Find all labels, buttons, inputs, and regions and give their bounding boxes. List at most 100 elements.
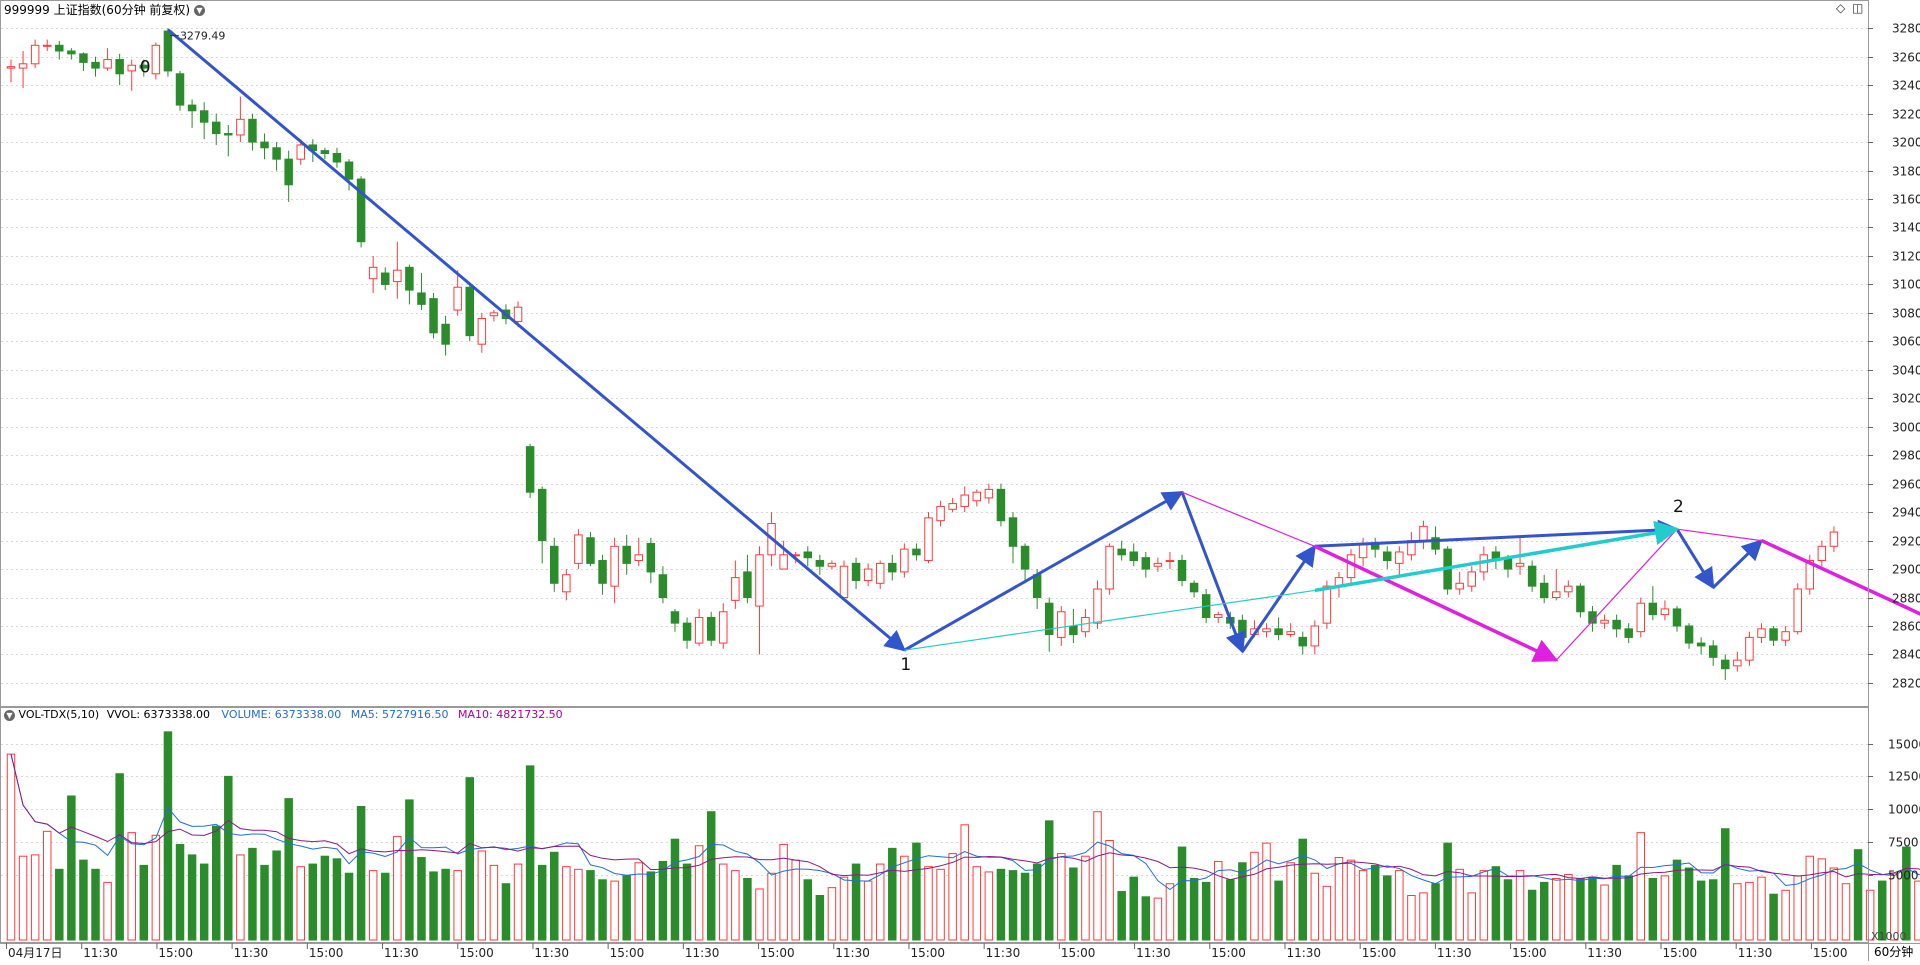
- volume-bar-up: [1515, 870, 1525, 941]
- volume-value: VOLUME: 6373338.00: [221, 708, 342, 721]
- candle-body-up: [610, 545, 619, 587]
- volume-bar-down: [912, 842, 921, 941]
- ma10-value: MA10: 4821732.50: [457, 708, 563, 721]
- candle-body-down: [706, 616, 716, 641]
- candle-body-down: [405, 266, 414, 291]
- wave-segment: [1241, 544, 1317, 653]
- volume-bar-down: [1032, 863, 1042, 941]
- candle-body-up: [1515, 562, 1525, 567]
- volume-bar-up: [1346, 859, 1356, 941]
- price-tick-label: 2880: [1892, 592, 1920, 606]
- candle-body-up: [30, 44, 40, 65]
- volume-bar-down: [248, 847, 257, 941]
- panel-toggle-icon[interactable]: ◫: [1852, 1, 1864, 15]
- volume-bar-up: [1455, 868, 1464, 941]
- volume-bar-up: [1334, 857, 1344, 941]
- volume-bar-down: [1370, 864, 1380, 941]
- candle-body-down: [1648, 602, 1658, 616]
- candle-body-up: [960, 494, 969, 507]
- candle-body-up: [513, 306, 523, 322]
- wave-segment: [1180, 491, 1246, 654]
- volume-bar-up: [948, 853, 957, 941]
- chevron-down-icon[interactable]: ▼: [193, 5, 205, 16]
- candle-body-up: [1153, 562, 1163, 567]
- volume-bar-down: [175, 843, 185, 941]
- volume-bar-up: [767, 872, 776, 941]
- volume-bar-up: [1153, 897, 1163, 941]
- price-tick-label: 3280: [1892, 22, 1920, 36]
- wave-segment: [1181, 491, 1316, 547]
- volume-bar-up: [1358, 870, 1368, 941]
- volume-bar-up: [960, 824, 969, 941]
- time-tick-label: 15:00: [158, 946, 193, 960]
- price-tick-label: 3140: [1892, 221, 1920, 235]
- candle-body-down: [912, 548, 921, 556]
- volume-bar-up: [1213, 860, 1223, 941]
- volume-bar-up: [1165, 883, 1175, 941]
- candle-body-up: [1600, 619, 1609, 624]
- candle-body-down: [1672, 608, 1682, 627]
- volume-bar-up: [719, 863, 728, 941]
- time-tick-label: 15:00: [760, 946, 795, 960]
- candle-body-up: [936, 505, 945, 522]
- wave-segment: [1555, 528, 1678, 661]
- time-tick-label: 11:30: [534, 946, 569, 960]
- candle-body-down: [646, 542, 656, 573]
- candle-body-down: [1721, 659, 1730, 670]
- candle-body-up: [972, 491, 982, 502]
- candle-body-up: [1057, 611, 1066, 638]
- time-tick-label: 15:00: [610, 946, 645, 960]
- candle-body-down: [1032, 574, 1042, 599]
- volume-bar-down: [1443, 842, 1452, 941]
- time-tick-label: 15:00: [1512, 946, 1547, 960]
- time-tick-label: 11:30: [83, 946, 118, 960]
- volume-ma5-line: [10, 753, 1920, 891]
- candle-body-down: [248, 118, 257, 143]
- volume-bar-up: [1250, 851, 1259, 941]
- wave-segment: [1712, 539, 1763, 589]
- volume-bar-down: [598, 879, 607, 941]
- period-label[interactable]: 60分钟: [1874, 945, 1914, 959]
- chart-title-text: 999999 上证指数(60分钟 前复权): [4, 3, 191, 17]
- price-grid: [1, 28, 1868, 684]
- volume-bar-down: [1177, 846, 1187, 941]
- volume-indicator-name: VOL-TDX(5,10): [18, 708, 100, 721]
- volume-bar-down: [344, 872, 354, 941]
- volume-bar-up: [477, 850, 487, 941]
- wave-segment: [903, 490, 1184, 652]
- volume-bar-down: [501, 883, 511, 941]
- time-tick-label: 15:00: [910, 946, 945, 960]
- volume-bar-up: [489, 864, 499, 941]
- volume-bar-up: [1286, 862, 1295, 941]
- volume-bar-down: [417, 857, 426, 941]
- volume-bar-up: [562, 866, 571, 941]
- time-tick-label: 11:30: [1136, 946, 1171, 960]
- volume-bar-up: [30, 854, 40, 941]
- candle-body-down: [260, 141, 269, 149]
- wave-segment: [1675, 528, 1715, 590]
- candle-body-down: [1129, 551, 1138, 562]
- candle-body-up: [634, 554, 644, 562]
- candle-body-down: [67, 50, 76, 55]
- volume-bar-up: [731, 870, 740, 941]
- wave-lines: [166, 28, 1920, 662]
- diamond-icon[interactable]: ◇: [1836, 1, 1846, 15]
- candle-body-down: [417, 292, 426, 305]
- candle-body-down: [1238, 619, 1247, 638]
- volume-bar-up: [1757, 876, 1766, 941]
- candle-body-up: [875, 562, 885, 584]
- wave-segment: [1314, 519, 1680, 548]
- volume-bar-up: [1733, 883, 1742, 941]
- price-tick-label: 3040: [1892, 364, 1920, 378]
- candle-body-up: [368, 266, 378, 280]
- volume-bar-up: [1890, 872, 1899, 941]
- volume-bar-up: [779, 843, 788, 941]
- chevron-down-icon[interactable]: ▼: [4, 709, 15, 721]
- volume-bar-down: [199, 863, 209, 941]
- candle-body-up: [18, 63, 28, 69]
- ma5-value: MA5: 5727916.50: [350, 708, 449, 721]
- candle-body-up: [779, 554, 788, 570]
